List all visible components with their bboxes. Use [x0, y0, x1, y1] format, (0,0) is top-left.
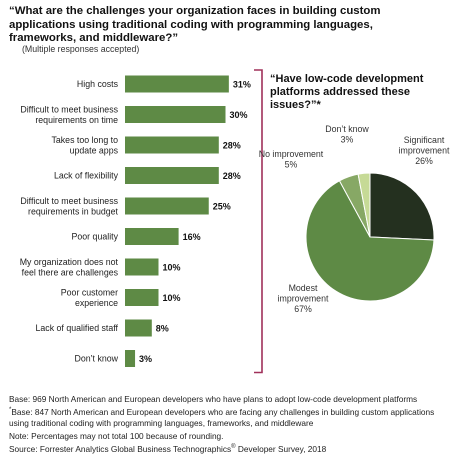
bar-value-label: 16%	[183, 232, 201, 242]
chart-title: “What are the challenges your organizati…	[9, 5, 381, 44]
bar	[125, 289, 159, 306]
bar-value-label: 10%	[163, 293, 181, 303]
bar	[125, 350, 136, 367]
bar-category-line: Difficult to meet business	[20, 104, 118, 114]
bar-category-line: Poor quality	[72, 232, 119, 242]
source-suffix: Developer Survey, 2018	[235, 444, 327, 454]
pie-title: “Have low-code development platforms add…	[270, 73, 424, 111]
pie-label-line: 5%	[285, 160, 298, 170]
asterisk-mark: *	[9, 407, 12, 414]
bar-category-line: Difficult to meet business	[20, 196, 118, 206]
bar-category-label: Poor customer experience	[61, 287, 118, 308]
pie-label-line: 67%	[294, 304, 312, 314]
bracket-line	[254, 69, 263, 374]
bar-category-line: requirements on time	[35, 115, 118, 125]
bar-category-line: Lack of qualified staff	[36, 323, 119, 333]
bar	[125, 75, 229, 93]
pie-label-line: Modest	[289, 283, 318, 293]
base-note-1: Base: 969 North American and European de…	[9, 394, 418, 404]
pie-label-line: improvement	[399, 146, 450, 156]
chart-subtitle: (Multiple responses accepted)	[22, 44, 140, 54]
bar-value-label: 31%	[233, 80, 251, 90]
bar-category-line: requirements in budget	[28, 206, 119, 216]
bar	[125, 228, 179, 245]
bar-value-label: 28%	[223, 141, 241, 151]
bar-category-line: Takes too long to	[51, 135, 118, 145]
pie-chart: Significant improvement 26%Modest improveme…	[259, 124, 450, 314]
bar	[125, 258, 159, 276]
bar-category-label: My organization does not feel there are c…	[20, 257, 119, 278]
bar-category-line: My organization does not	[20, 257, 119, 267]
base-note-2: *Base: 847 North American and European d…	[9, 407, 441, 429]
pie-label-line: 26%	[415, 156, 433, 166]
bar-category-label: Takes too long to update apps	[51, 135, 118, 156]
bar-chart: High costs 31%Difficult to meet business r…	[20, 69, 263, 374]
pie-slice-label: Significant improvement 26%	[399, 135, 450, 166]
bar-category-line: Lack of flexibility	[54, 171, 119, 181]
pie-label-line: improvement	[278, 294, 329, 304]
footnotes: Base: 969 North American and European de…	[9, 394, 441, 457]
bar-value-label: 30%	[230, 110, 248, 120]
bar	[125, 197, 209, 215]
pie-slice-label: Modest improvement 67%	[278, 283, 329, 314]
bar-category-line: experience	[75, 298, 118, 308]
pie-slice-label: Don’t know 3%	[325, 124, 369, 145]
bar-category-label: Difficult to meet business requirements i…	[20, 196, 118, 217]
pie-label-line: Significant	[404, 135, 445, 145]
bar-category-label: Lack of flexibility	[54, 171, 119, 181]
bar-category-line: Don’t know	[74, 354, 118, 364]
bar-category-label: Don’t know	[74, 354, 118, 364]
pie-slice-label: No improvement 5%	[259, 149, 324, 170]
bar-category-line: feel there are challenges	[22, 267, 119, 277]
bar-value-label: 25%	[213, 202, 231, 212]
bar-category-line: update apps	[70, 145, 119, 155]
source-note: Source: Forrester Analytics Global Busin…	[9, 444, 441, 455]
registered-mark: ®	[231, 444, 236, 451]
bar-value-label: 8%	[156, 324, 169, 334]
rounding-note: Note: Percentages may not total 100 beca…	[9, 431, 224, 441]
bar-category-line: Poor customer	[61, 287, 118, 297]
pie-slice	[357, 172, 371, 238]
bar-value-label: 3%	[139, 354, 152, 364]
pie-slice	[305, 180, 435, 302]
pie-label-line: 3%	[341, 135, 354, 145]
bar-value-label: 10%	[163, 263, 181, 273]
bar-category-label: Poor quality	[72, 232, 119, 242]
bar-value-label: 28%	[223, 171, 241, 181]
bar	[125, 106, 226, 123]
source-prefix: Source: Forrester Analytics Global Busin…	[9, 444, 232, 454]
pie-label-line: Don’t know	[325, 124, 369, 134]
pie-label-line: No improvement	[259, 149, 324, 159]
base-note-2-text: Base: 847 North American and European de…	[9, 407, 435, 428]
bar-category-label: Difficult to meet business requirements o…	[20, 104, 118, 125]
pie-slice	[369, 172, 435, 241]
bar-category-line: High costs	[77, 79, 119, 89]
bar	[125, 136, 219, 154]
bar-category-label: Lack of qualified staff	[36, 323, 119, 333]
bar	[125, 167, 219, 184]
bar	[125, 319, 152, 337]
bar-category-label: High costs	[77, 79, 119, 89]
